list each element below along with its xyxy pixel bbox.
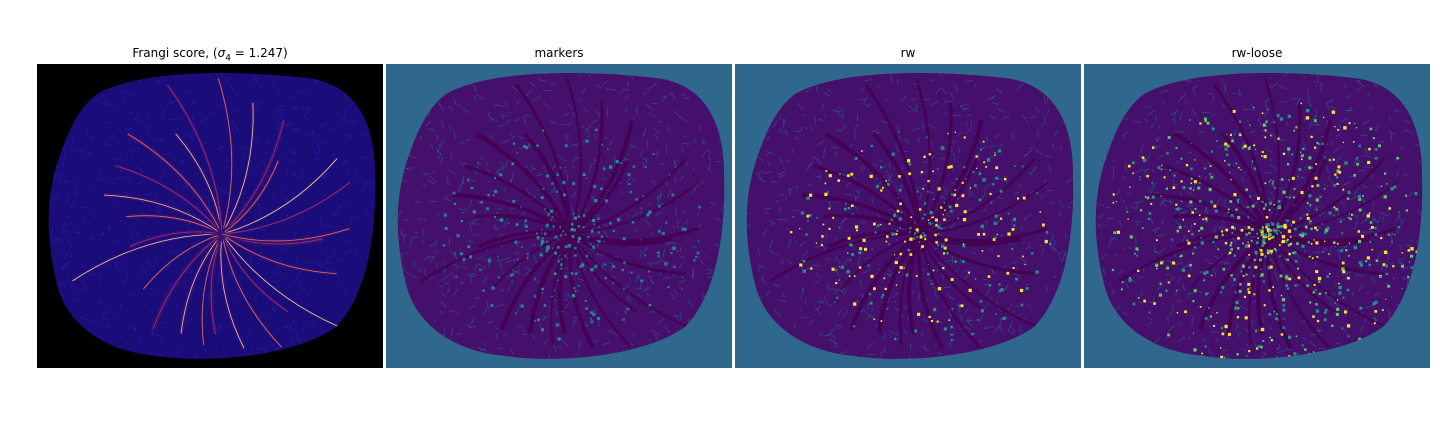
rw-image-canvas [735,64,1081,368]
panel-title-markers: markers [534,46,584,60]
panel-title-rw: rw [900,46,916,60]
markers-image [386,64,732,368]
rw-image [735,64,1081,368]
panel-title-frangi: Frangi score, (σ4 = 1.247) [132,46,288,64]
major-vessels [71,77,354,350]
segmentation-labels [442,128,701,341]
markers-image-canvas [386,64,732,368]
major-vessels [420,77,703,350]
frangi-image-canvas [37,64,383,368]
panel-title-rw-loose: rw-loose [1231,46,1283,60]
rw-loose-image [1084,64,1430,368]
frangi-image [37,64,383,368]
rw-loose-image-canvas [1084,64,1430,368]
segmentation-labels [1111,102,1423,359]
segmentation-labels [790,131,1052,341]
